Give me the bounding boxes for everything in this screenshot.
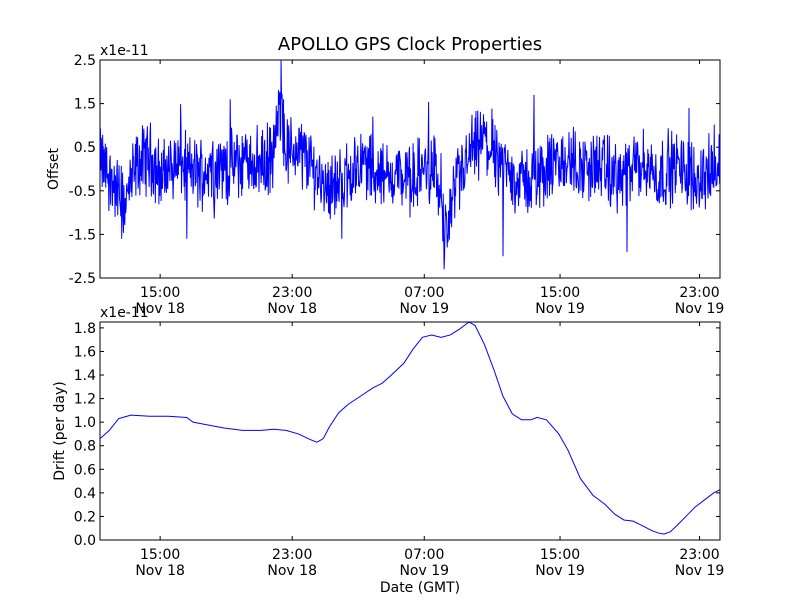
y-tick-label: 0.8: [74, 439, 96, 455]
offset-series-line: [100, 60, 720, 270]
x-tick-date: Nov 19: [535, 563, 585, 579]
y-tick-label: 2.5: [74, 53, 96, 69]
y-tick-label: 1.4: [74, 368, 96, 384]
x-axis-label: Date (GMT): [380, 580, 460, 596]
y-tick-label: 0.5: [74, 140, 96, 156]
y-tick-label: 1.5: [74, 97, 96, 113]
x-tick-date: Nov 19: [675, 301, 725, 317]
y-tick-label: -2.5: [69, 271, 96, 287]
x-tick-time: 23:00: [272, 547, 312, 563]
x-tick-date: Nov 18: [267, 563, 317, 579]
y-tick-label: 0.2: [74, 509, 96, 525]
y-tick-label: -1.5: [69, 227, 96, 243]
x-tick-date: Nov 18: [267, 301, 317, 317]
x-tick-date: Nov 19: [535, 301, 585, 317]
x-tick-time: 07:00: [404, 285, 444, 301]
x-tick-time: 15:00: [540, 285, 580, 301]
y-axis-label: Offset: [46, 147, 62, 190]
x-tick-date: Nov 18: [135, 563, 185, 579]
x-tick-date: Nov 18: [135, 301, 185, 317]
y-multiplier-label: x1e-11: [100, 43, 149, 59]
y-tick-label: 1.2: [74, 392, 96, 408]
x-tick-time: 23:00: [272, 285, 312, 301]
x-tick-date: Nov 19: [399, 563, 449, 579]
x-tick-time: 15:00: [140, 285, 180, 301]
y-tick-label: 0.6: [74, 462, 96, 478]
x-tick-time: 15:00: [540, 547, 580, 563]
figure-title: APOLLO GPS Clock Properties: [278, 34, 542, 55]
y-tick-label: 1.0: [74, 415, 96, 431]
y-tick-label: 1.8: [74, 321, 96, 337]
drift-series-line: [100, 322, 720, 535]
y-tick-label: 1.6: [74, 344, 96, 360]
y-tick-label: 0.0: [74, 533, 96, 549]
y-tick-label: 0.4: [74, 486, 96, 502]
x-tick-time: 15:00: [140, 547, 180, 563]
y-multiplier-label: x1e-11: [100, 305, 149, 321]
x-tick-time: 23:00: [679, 547, 719, 563]
x-tick-date: Nov 19: [675, 563, 725, 579]
y-tick-label: -0.5: [69, 184, 96, 200]
x-tick-date: Nov 19: [399, 301, 449, 317]
plot-frame: [99, 321, 721, 541]
x-tick-time: 23:00: [679, 285, 719, 301]
x-tick-time: 07:00: [404, 547, 444, 563]
y-axis-label: Drift (per day): [52, 381, 68, 480]
